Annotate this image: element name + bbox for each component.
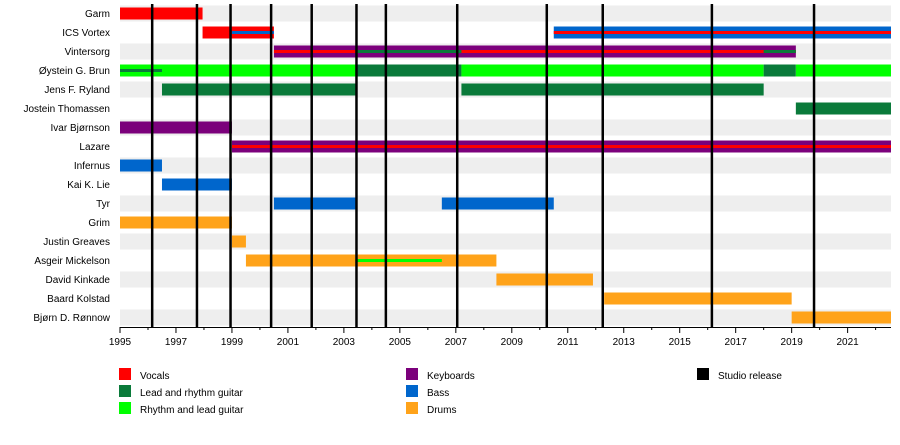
member-label: Justin Greaves [43, 237, 110, 248]
member-label: Garm [85, 9, 110, 20]
member-label: Bjørn D. Rønnow [33, 313, 110, 324]
row-stripe [120, 5, 891, 22]
member-label: Jens F. Ryland [44, 85, 110, 96]
member-label: Vintersorg [65, 47, 110, 58]
member-label: Baard Kolstad [47, 294, 110, 305]
legend-swatch [119, 368, 131, 380]
member-bar [120, 7, 203, 20]
member-label: ICS Vortex [62, 28, 110, 39]
x-tick-label: 2009 [501, 337, 524, 348]
x-tick-label: 2017 [725, 337, 748, 348]
x-tick-label: 1995 [109, 337, 132, 348]
member-bar-secondary [763, 50, 796, 53]
x-tick-label: 2005 [389, 337, 412, 348]
member-bar [441, 197, 554, 210]
legend-label: Drums [427, 405, 456, 416]
legend-label: Studio release [718, 371, 782, 382]
x-tick-label: 1997 [165, 337, 188, 348]
member-bar-secondary [356, 50, 462, 53]
x-tick-label: 2001 [277, 337, 300, 348]
member-bar [120, 64, 357, 77]
x-tick-label: 2013 [613, 337, 636, 348]
x-tick-label: 2011 [557, 337, 579, 348]
member-bar [496, 273, 593, 286]
member-bar-secondary [231, 31, 274, 34]
x-tick-label: 2003 [333, 337, 356, 348]
member-bars [120, 7, 892, 324]
member-bar [273, 197, 357, 210]
legend-swatch [406, 385, 418, 397]
legend-label: Bass [427, 388, 449, 399]
member-bar [791, 311, 891, 324]
x-tick-label: 2019 [781, 337, 804, 348]
legend-label: Vocals [140, 371, 169, 382]
row-stripe [120, 157, 891, 174]
member-bar [795, 102, 891, 115]
member-bar [231, 235, 246, 248]
member-bar [461, 64, 764, 77]
member-label: Infernus [74, 161, 110, 172]
legend-swatch [119, 402, 131, 414]
member-bar [461, 83, 764, 96]
legend-label: Lead and rhythm guitar [140, 388, 244, 399]
member-labels: Garm ICS Vortex Vintersorg Øystein G. Brun J… [23, 9, 110, 324]
legend-label: Keyboards [427, 371, 475, 382]
member-bar [120, 159, 162, 172]
member-label: Kai K. Lie [67, 180, 110, 191]
member-label: Asgeir Mickelson [34, 256, 110, 267]
member-label: Tyr [96, 199, 111, 210]
member-label: Jostein Thomassen [23, 104, 110, 115]
member-bar [161, 83, 357, 96]
member-label: Ivar Bjørnson [51, 123, 110, 134]
legend-swatch [406, 368, 418, 380]
member-label: Øystein G. Brun [39, 66, 110, 77]
legend-swatch [119, 385, 131, 397]
legend: Vocals Lead and rhythm guitar Rhythm and l… [119, 368, 782, 416]
x-tick-label: 2015 [669, 337, 692, 348]
legend-label: Rhythm and lead guitar [140, 405, 244, 416]
x-tick-label: 1999 [221, 337, 244, 348]
legend-swatch [406, 402, 418, 414]
member-bar-secondary [120, 69, 162, 72]
member-bar [795, 64, 891, 77]
member-bar [120, 121, 232, 134]
member-bar-secondary [231, 145, 892, 148]
legend-swatch [697, 368, 709, 380]
member-bar [356, 64, 462, 77]
member-bar-secondary [553, 31, 891, 34]
x-axis: 1995 1997 1999 2001 2003 2005 2007 2009 2011 2013… [109, 327, 891, 348]
member-bar-secondary [356, 259, 442, 262]
member-bar-secondary [273, 50, 796, 53]
x-tick-label: 2021 [836, 337, 859, 348]
member-label: Grim [88, 218, 110, 229]
row-stripe [120, 119, 891, 136]
member-label: David Kinkade [46, 275, 111, 286]
studio-release-lines [150, 4, 816, 327]
member-label: Lazare [79, 142, 110, 153]
row-stripe [120, 309, 891, 326]
member-bar [763, 64, 796, 77]
x-tick-label: 2007 [445, 337, 468, 348]
member-bar [604, 292, 792, 305]
member-bar [120, 216, 232, 229]
